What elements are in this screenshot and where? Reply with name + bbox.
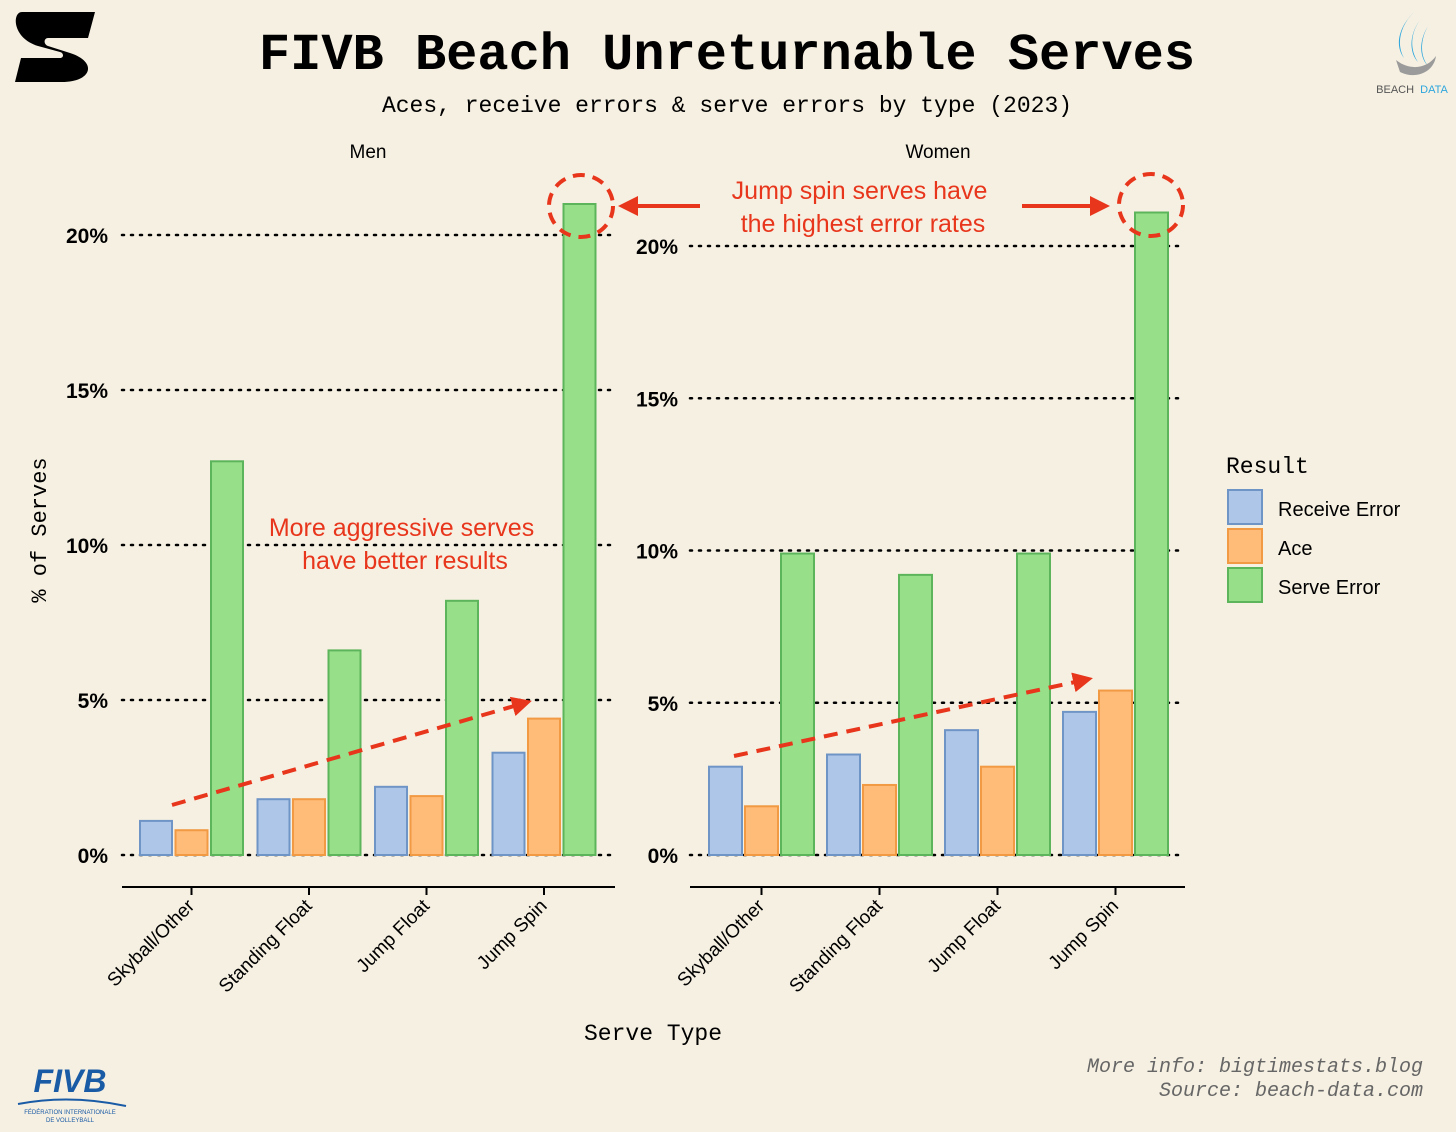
bar-women-ace-4 [1098, 689, 1133, 856]
bar-women-receive-error-3 [944, 729, 979, 857]
y-tick-label-women-5: 5% [648, 693, 679, 716]
x-tick-label-men-1: Skyball/Other [104, 895, 200, 991]
fivb-logo-icon: FIVB FÉDÉRATION INTERNATIONALE DE VOLLEY… [17, 1063, 127, 1124]
bar-women-ace-3 [980, 765, 1015, 857]
bar-men-serve-error-4 [562, 203, 597, 856]
y-tick-label-women-10: 10% [636, 541, 678, 564]
panel-title-men: Men [350, 142, 387, 163]
fivb-logo-line1: FÉDÉRATION INTERNATIONALE [24, 1109, 115, 1116]
chart-title: FIVB Beach Unreturnable Serves [259, 26, 1195, 85]
beach-logo-text-a: BEACH [1376, 84, 1414, 96]
panel-men: 0% 5% 10% 15% 20% Skyball/Other Standing Float… [66, 203, 617, 997]
legend-title: Result [1226, 454, 1309, 480]
x-tick-label-women-1: Skyball/Other [674, 895, 770, 991]
annotation-aggressive-line1: More aggressive serves [269, 514, 534, 542]
annotation-aggressive: More aggressive serves have better resul… [269, 514, 541, 575]
legend-label-receive-error: Receive Error [1278, 499, 1401, 521]
highlight-circle-men [547, 173, 615, 239]
highlight-circle-women [1117, 172, 1185, 238]
y-tick-label-men-5: 5% [78, 690, 109, 713]
x-tick-label-men-2: Standing Float [215, 895, 317, 997]
trend-arrow-men [171, 696, 532, 807]
x-axis-title: Serve Type [584, 1021, 722, 1047]
beach-logo-text-b: DATA [1420, 84, 1448, 96]
x-tick-label-women-2: Standing Float [786, 895, 888, 997]
annotation-jumpspin-line1: Jump spin serves have [732, 177, 988, 205]
bar-men-ace-2 [292, 798, 326, 857]
trend-arrow-women [733, 672, 1093, 758]
bar-men-ace-3 [409, 795, 444, 856]
y-tick-label-men-20: 20% [66, 225, 108, 248]
footer-more-info: More info: bigtimestats.blog [1087, 1056, 1423, 1079]
legend-swatch-ace [1227, 528, 1263, 564]
bar-men-receive-error-2 [256, 798, 291, 857]
x-tick-label-men-4: Jump Spin [473, 896, 551, 974]
bar-men-ace-4 [527, 717, 561, 856]
x-tick-label-women-4: Jump Spin [1045, 896, 1123, 974]
bar-women-serve-error-4 [1134, 211, 1169, 856]
bigtimestats-logo-icon [15, 12, 95, 82]
y-tick-label-men-0: 0% [78, 845, 109, 868]
annotation-aggressive-line2: have better results [302, 547, 508, 575]
bar-women-serve-error-3 [1016, 552, 1051, 856]
fivb-logo-line2: DE VOLLEYBALL [46, 1118, 95, 1124]
y-tick-label-women-15: 15% [636, 388, 678, 411]
bar-women-ace-1 [744, 805, 779, 857]
beach-data-logo-icon [1396, 12, 1436, 76]
bar-women-receive-error-1 [708, 765, 743, 857]
annotation-jumpspin-line2: the highest error rates [741, 210, 986, 238]
bar-women-serve-error-1 [780, 552, 815, 856]
x-tick-label-women-3: Jump Float [924, 895, 1006, 977]
legend-swatch-serve-error [1227, 567, 1263, 603]
y-tick-label-men-10: 10% [66, 535, 108, 558]
y-axis-title: % of Serves [28, 457, 53, 602]
legend: Result Receive Error Ace Serve Error [1226, 454, 1401, 603]
chart-subtitle: Aces, receive errors & serve errors by t… [382, 93, 1072, 119]
x-tick-label-men-3: Jump Float [353, 895, 435, 977]
legend-label-serve-error: Serve Error [1278, 577, 1381, 599]
bar-women-receive-error-4 [1062, 710, 1097, 857]
bar-men-ace-1 [174, 829, 209, 857]
y-tick-label-women-0: 0% [648, 845, 679, 868]
footer-source: Source: beach-data.com [1159, 1080, 1423, 1103]
beach-logo-text: BEACH DATA [1376, 84, 1448, 96]
bar-men-receive-error-4 [491, 751, 526, 857]
bar-men-serve-error-3 [445, 599, 479, 856]
y-tick-label-men-15: 15% [66, 380, 108, 403]
bar-men-receive-error-3 [374, 785, 408, 856]
y-tick-label-women-20: 20% [636, 236, 678, 259]
bar-women-ace-2 [862, 783, 897, 857]
annotation-jumpspin: Jump spin serves have the highest error … [732, 177, 995, 238]
bar-women-receive-error-2 [826, 753, 861, 857]
legend-label-ace: Ace [1278, 538, 1312, 560]
bar-men-receive-error-1 [139, 819, 173, 857]
bar-men-serve-error-1 [210, 460, 244, 856]
panel-title-women: Women [905, 142, 970, 163]
legend-swatch-receive-error [1227, 489, 1263, 525]
fivb-logo-text: FIVB [34, 1063, 107, 1099]
panel-women: 0% 5% 10% 15% 20% Skyball/Other Standing Float… [636, 211, 1187, 997]
